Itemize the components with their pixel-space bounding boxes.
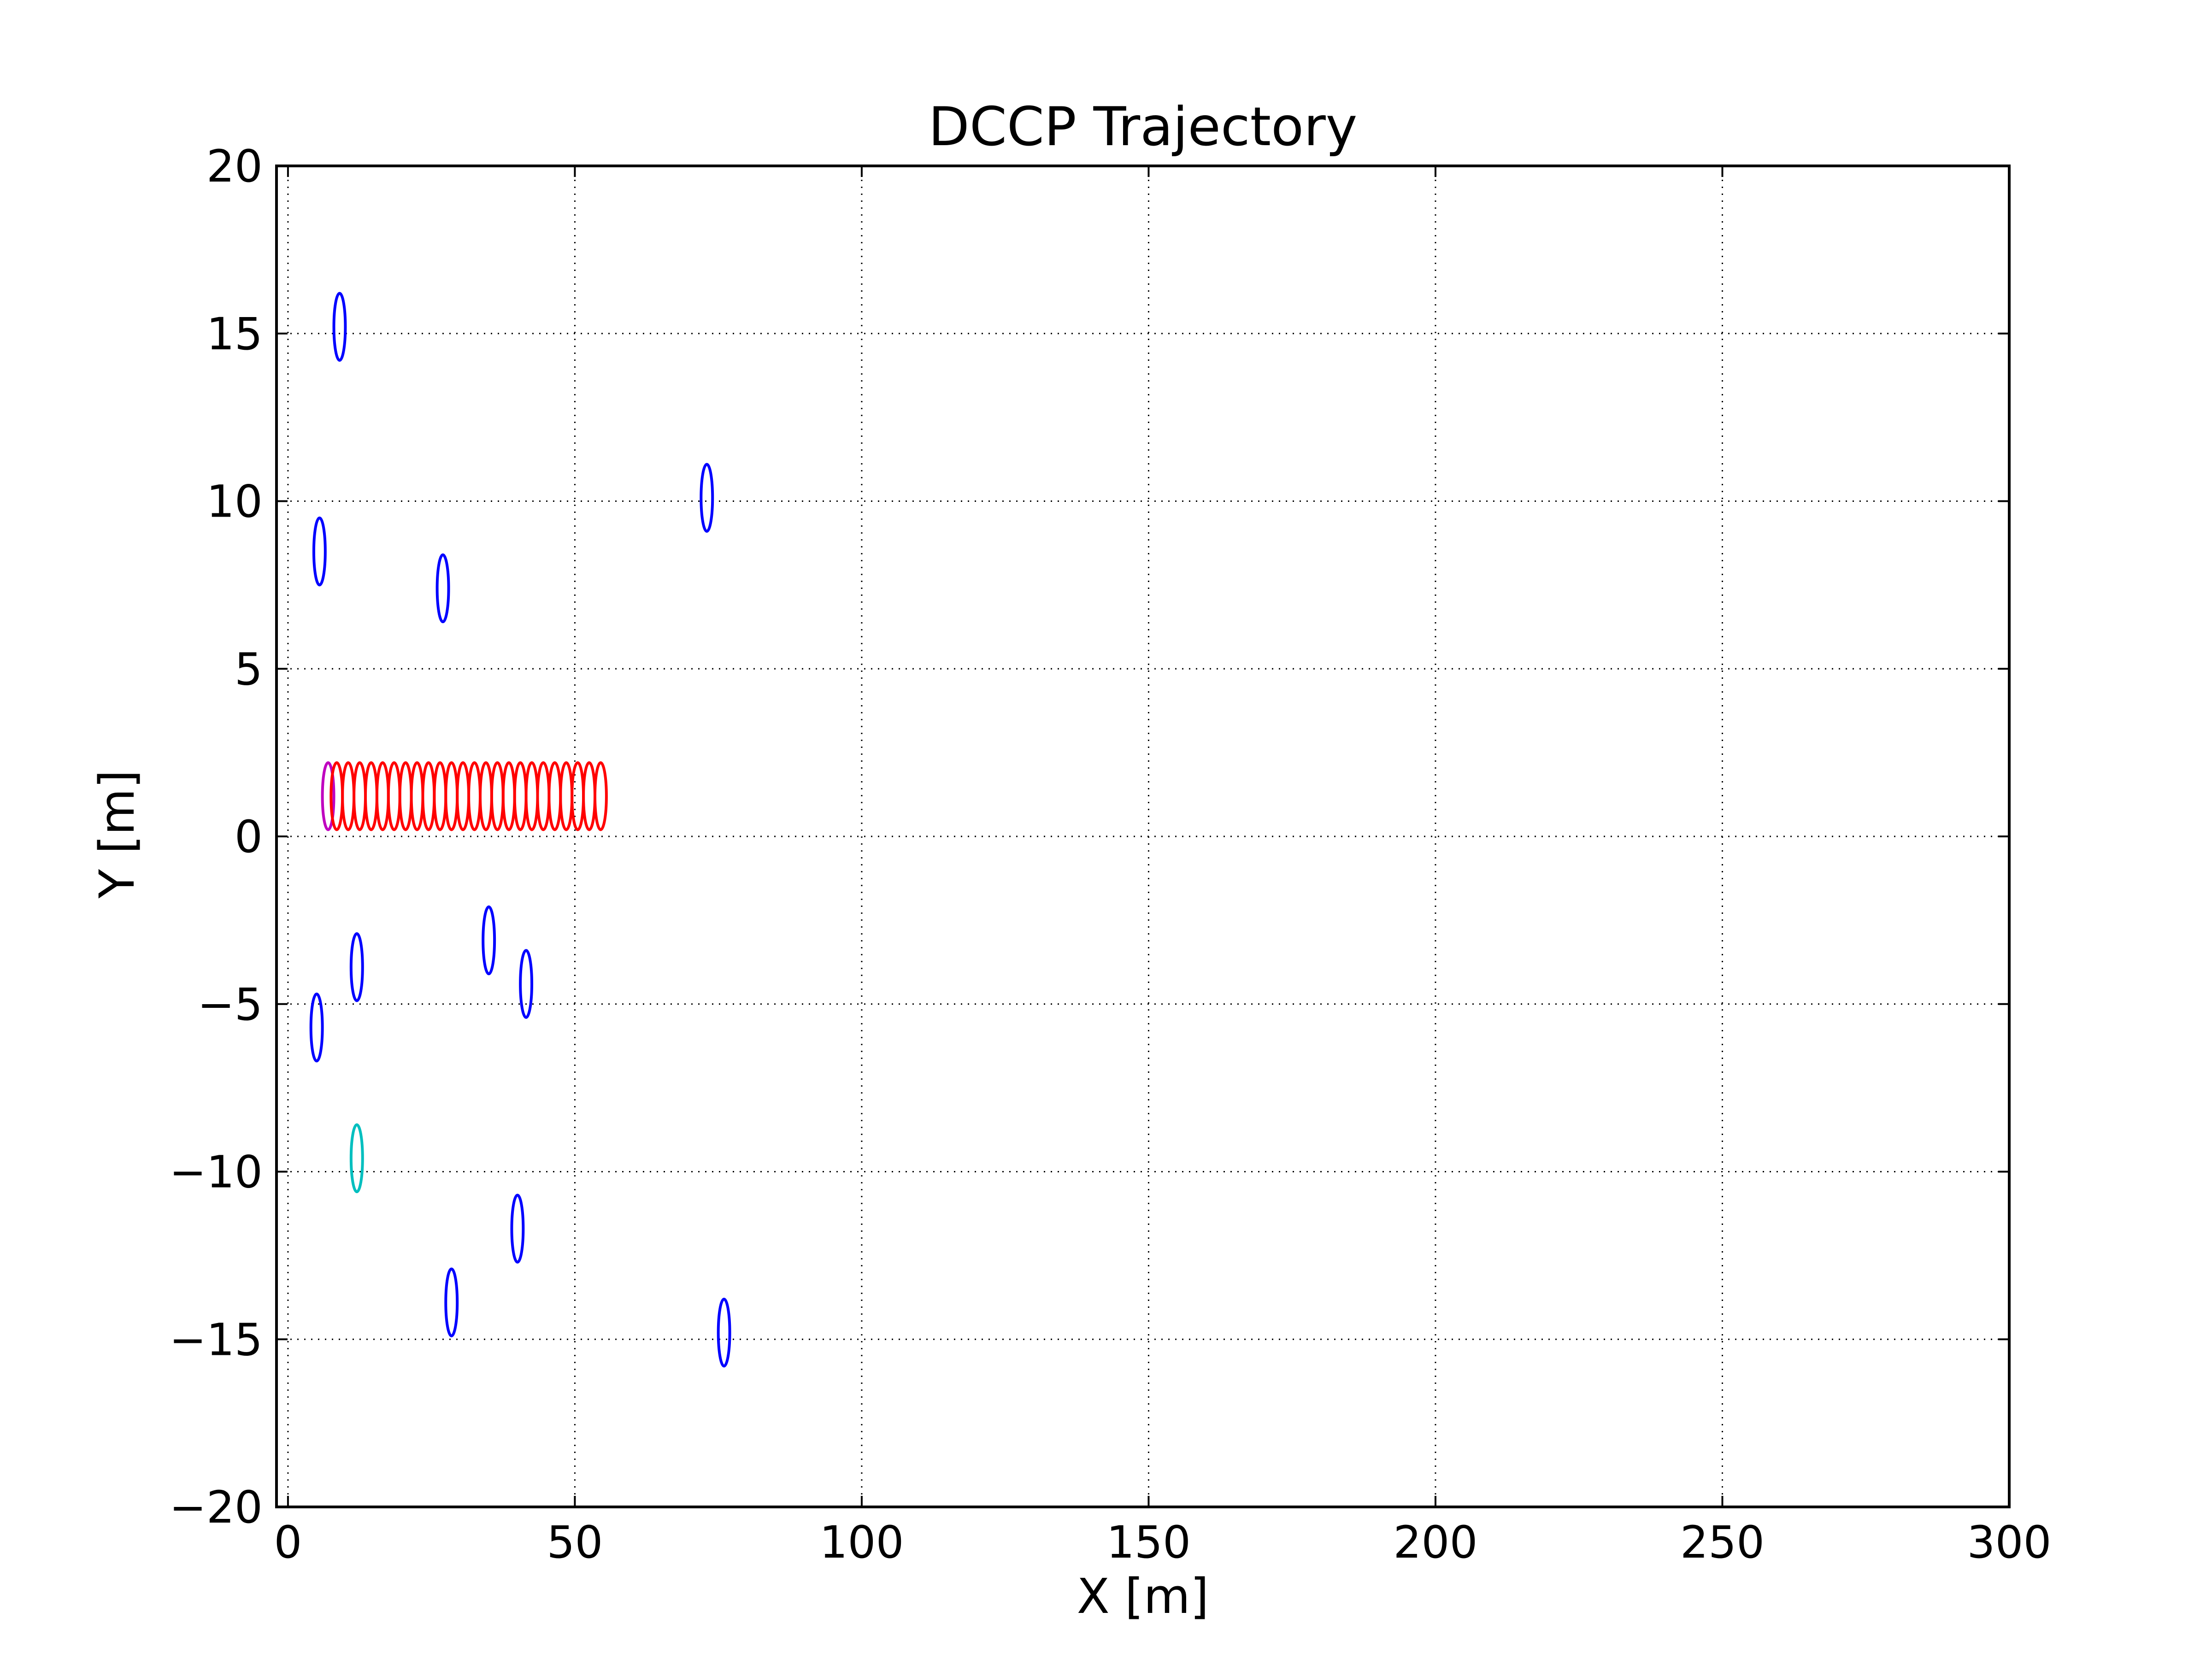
trajectory-ellipse [519,949,534,1019]
y-tick-label: −15 [169,1314,263,1365]
series-1 [349,1123,364,1194]
y-tick-label: 5 [235,643,263,695]
trajectory-ellipse [717,1297,731,1368]
trajectory-ellipse [349,932,364,1002]
y-axis-title: Y [m] [89,770,145,899]
y-tick-label: −20 [169,1482,263,1533]
series-3 [329,761,608,831]
series-2 [321,761,335,831]
trajectory-ellipse [435,553,450,624]
trajectory-ellipse [309,992,324,1063]
x-axis-title: X [m] [1077,1568,1209,1624]
trajectory-ellipse [482,905,496,976]
x-tick-label: 0 [274,1517,302,1568]
chart-title: DCCP Trajectory [929,96,1358,158]
trajectory-ellipse [444,1267,459,1337]
plot-marks [309,292,731,1368]
y-tick-label: 20 [206,141,263,192]
series-0 [309,292,731,1368]
trajectory-ellipse [700,463,714,533]
trajectory-ellipse [510,1194,525,1264]
trajectory-ellipse [312,516,327,587]
y-tick-label: 15 [206,308,263,360]
x-tick-label: 150 [1106,1517,1191,1568]
x-tick-label: 200 [1393,1517,1477,1568]
trajectory-ellipse [332,292,347,362]
trajectory-ellipse [593,761,608,831]
y-tick-label: −5 [197,979,263,1030]
y-tick-label: −10 [169,1147,263,1198]
x-tick-label: 300 [1967,1517,2051,1568]
trajectory-ellipse [321,761,335,831]
x-tick-label: 100 [819,1517,904,1568]
y-tick-label: 10 [206,476,263,528]
y-tick-label: 0 [235,811,263,863]
grid [276,166,2009,1507]
trajectory-ellipse [349,1123,364,1194]
x-tick-label: 250 [1680,1517,1765,1568]
x-tick-label: 50 [547,1517,603,1568]
